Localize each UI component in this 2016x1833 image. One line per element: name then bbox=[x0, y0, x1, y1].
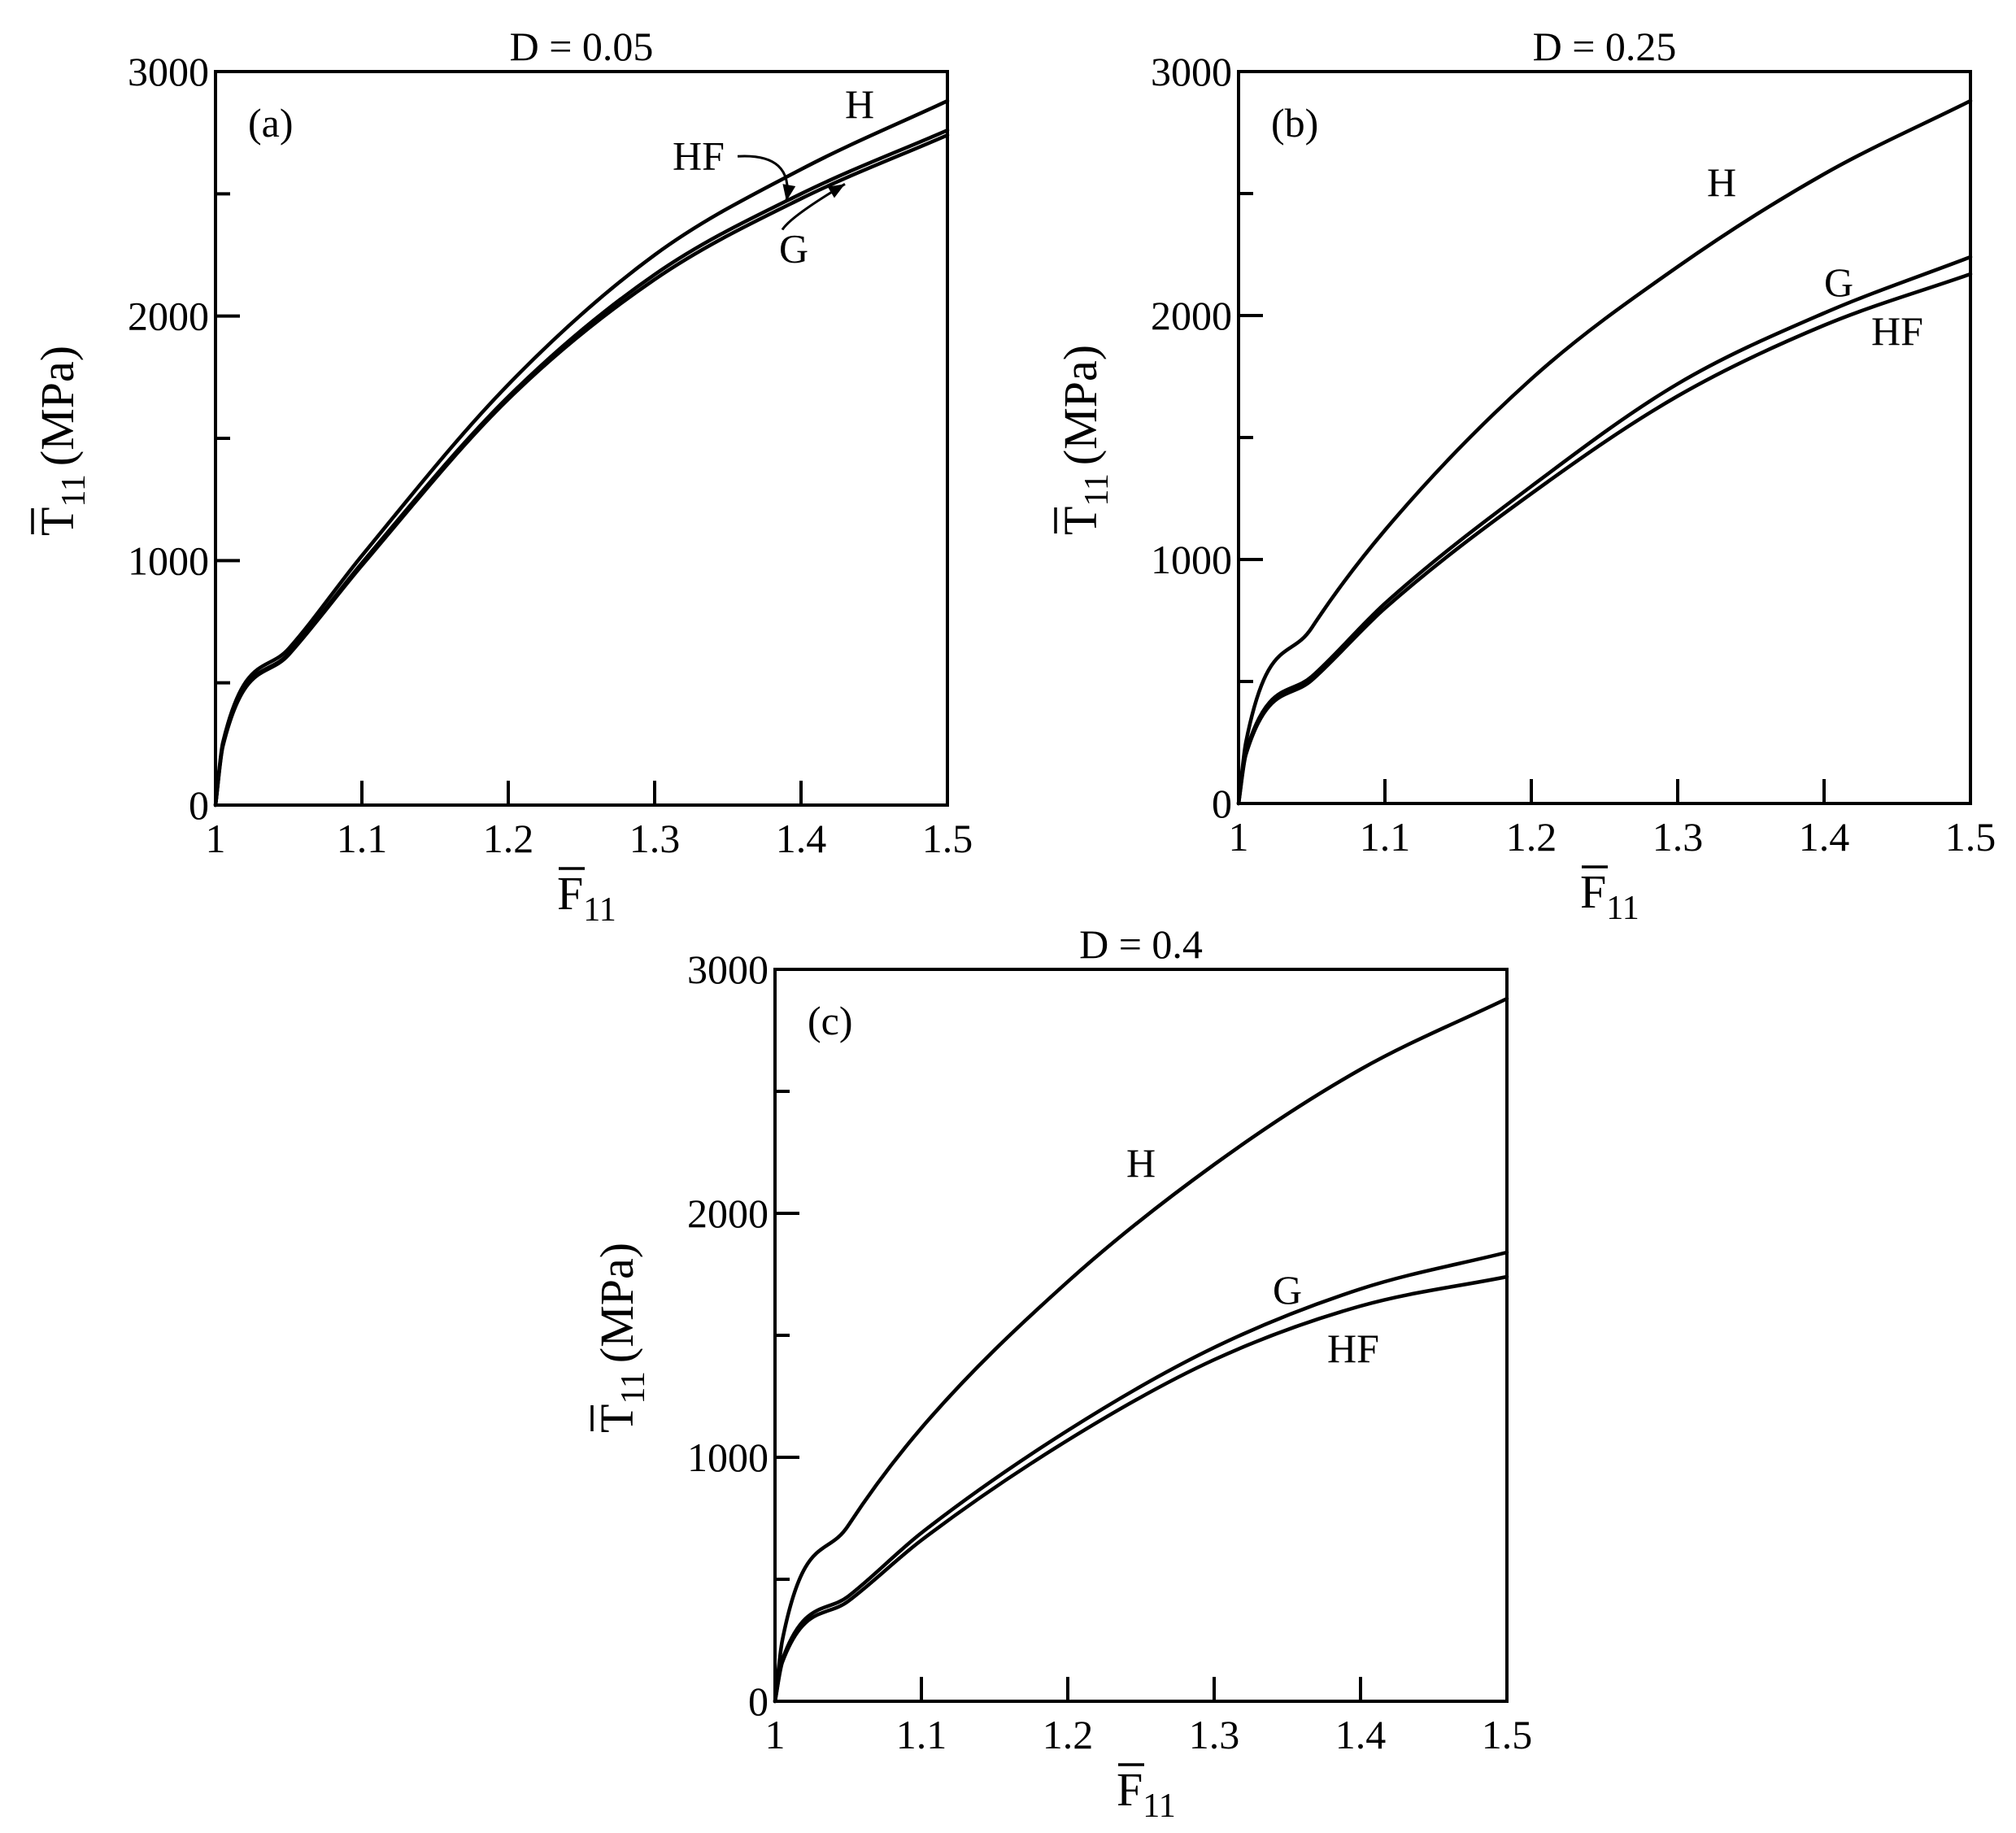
series-line-h bbox=[213, 98, 950, 808]
y-axis-unit: (MPa) bbox=[31, 346, 84, 466]
plot-frame bbox=[1237, 70, 1972, 805]
y-axis-subscript: 11 bbox=[55, 474, 93, 507]
y-tick-label: 1000 bbox=[687, 1435, 769, 1480]
curve-label-h: H bbox=[845, 81, 874, 127]
y-tick-label: 3000 bbox=[1151, 49, 1232, 94]
x-tick-label: 1.2 bbox=[1043, 1712, 1094, 1757]
curve-label-hf: HF bbox=[673, 133, 725, 178]
curve-label-h: H bbox=[1126, 1140, 1156, 1186]
y-axis-label-group: T11 (MPa) bbox=[31, 346, 93, 536]
curve-label-g: G bbox=[1824, 259, 1853, 305]
chart-panel-b: D = 0.25 (b) 1 1.1 1.2 1.3 1.4 1.5 0 1000 2000 3000… bbox=[1054, 24, 1996, 927]
x-tick-label: 1.3 bbox=[1652, 814, 1704, 860]
y-tick-label: 2000 bbox=[687, 1191, 769, 1236]
y-axis-symbol: T bbox=[1054, 507, 1107, 535]
series-line-hf bbox=[1236, 272, 1973, 806]
x-tick-label: 1.3 bbox=[629, 816, 681, 861]
y-tick-label: 2000 bbox=[128, 294, 209, 339]
x-tick-label: 1.5 bbox=[1482, 1712, 1533, 1757]
y-tick-label: 0 bbox=[189, 782, 209, 828]
y-axis-subscript: 11 bbox=[1078, 473, 1116, 506]
arrowhead-icon bbox=[827, 184, 845, 198]
x-tick-label: 1.5 bbox=[1945, 814, 1996, 860]
chart-title: D = 0.05 bbox=[510, 24, 654, 69]
chart-panel-a: D = 0.05 (a) 1 1.1 1.2 1.3 1.4 1.5 0 1000 2000 3000… bbox=[31, 24, 973, 929]
x-tick-label: 1 bbox=[765, 1712, 786, 1757]
y-axis-label: T11 (MPa) bbox=[1054, 345, 1116, 535]
x-axis-subscript: 11 bbox=[1143, 1787, 1175, 1825]
x-axis-subscript: 11 bbox=[583, 891, 616, 929]
x-axis-label: F11 bbox=[557, 867, 616, 929]
y-axis-unit: (MPa) bbox=[590, 1243, 643, 1363]
x-tick-label: 1.3 bbox=[1189, 1712, 1240, 1757]
x-axis-label: F11 bbox=[1580, 865, 1639, 927]
y-axis-label: T11 (MPa) bbox=[590, 1243, 652, 1433]
x-tick-label: 1.4 bbox=[1335, 1712, 1387, 1757]
y-axis-subscript: 11 bbox=[615, 1371, 652, 1404]
curve-label-g: G bbox=[1273, 1267, 1302, 1313]
y-tick-label: 0 bbox=[748, 1678, 769, 1724]
curve-label-g: G bbox=[779, 226, 808, 272]
series-line-hf bbox=[773, 1274, 1509, 1704]
y-tick-label: 1000 bbox=[1151, 537, 1232, 582]
x-tick-label: 1.2 bbox=[1506, 814, 1557, 860]
series-line-g bbox=[1236, 255, 1973, 806]
chart-title: D = 0.4 bbox=[1079, 921, 1203, 967]
panel-label: (a) bbox=[248, 100, 294, 146]
y-tick-label: 1000 bbox=[128, 538, 209, 583]
y-tick-label: 3000 bbox=[687, 947, 769, 992]
x-tick-label: 1.5 bbox=[922, 816, 973, 861]
y-tick-label: 3000 bbox=[128, 49, 209, 94]
chart-panel-c: D = 0.4 (c) 1 1.1 1.2 1.3 1.4 1.5 0 1000 2000 3000 F… bbox=[590, 921, 1532, 1825]
x-axis-symbol: F bbox=[1580, 865, 1606, 918]
x-tick-label: 1.1 bbox=[1360, 814, 1411, 860]
y-axis-label-group: T11 (MPa) bbox=[590, 1243, 652, 1433]
y-axis-unit: (MPa) bbox=[1054, 345, 1107, 465]
x-tick-label: 1.1 bbox=[896, 1712, 947, 1757]
series-line-hf bbox=[213, 128, 950, 808]
x-axis-subscript: 11 bbox=[1606, 890, 1639, 927]
x-axis-label: F11 bbox=[1117, 1763, 1176, 1825]
curve-label-hf: HF bbox=[1327, 1326, 1379, 1371]
series-line-g bbox=[213, 133, 950, 808]
y-axis-label-group: T11 (MPa) bbox=[1054, 345, 1116, 535]
y-axis-symbol: T bbox=[590, 1404, 643, 1433]
y-tick-label: 0 bbox=[1212, 781, 1232, 826]
y-axis-symbol: T bbox=[31, 507, 84, 536]
plot-frame bbox=[773, 968, 1509, 1703]
curve-label-h: H bbox=[1707, 159, 1736, 205]
x-tick-label: 1.4 bbox=[1799, 814, 1850, 860]
arrowhead-icon bbox=[782, 184, 796, 202]
x-axis-symbol: F bbox=[1117, 1763, 1143, 1816]
panel-label: (b) bbox=[1271, 100, 1318, 146]
chart-title: D = 0.25 bbox=[1533, 24, 1677, 69]
y-axis-label: T11 (MPa) bbox=[31, 346, 93, 536]
series-line-g bbox=[773, 1250, 1509, 1704]
x-tick-label: 1.4 bbox=[776, 816, 827, 861]
panel-label: (c) bbox=[808, 998, 853, 1043]
curve-label-hf: HF bbox=[1871, 308, 1923, 354]
x-axis-symbol: F bbox=[557, 867, 583, 920]
y-tick-label: 2000 bbox=[1151, 293, 1232, 338]
series-line-h bbox=[773, 996, 1509, 1704]
series-line-h bbox=[1236, 98, 1973, 806]
x-tick-label: 1.2 bbox=[483, 816, 534, 861]
x-tick-label: 1 bbox=[1229, 814, 1249, 860]
x-tick-label: 1.1 bbox=[337, 816, 388, 861]
x-tick-label: 1 bbox=[206, 816, 226, 861]
